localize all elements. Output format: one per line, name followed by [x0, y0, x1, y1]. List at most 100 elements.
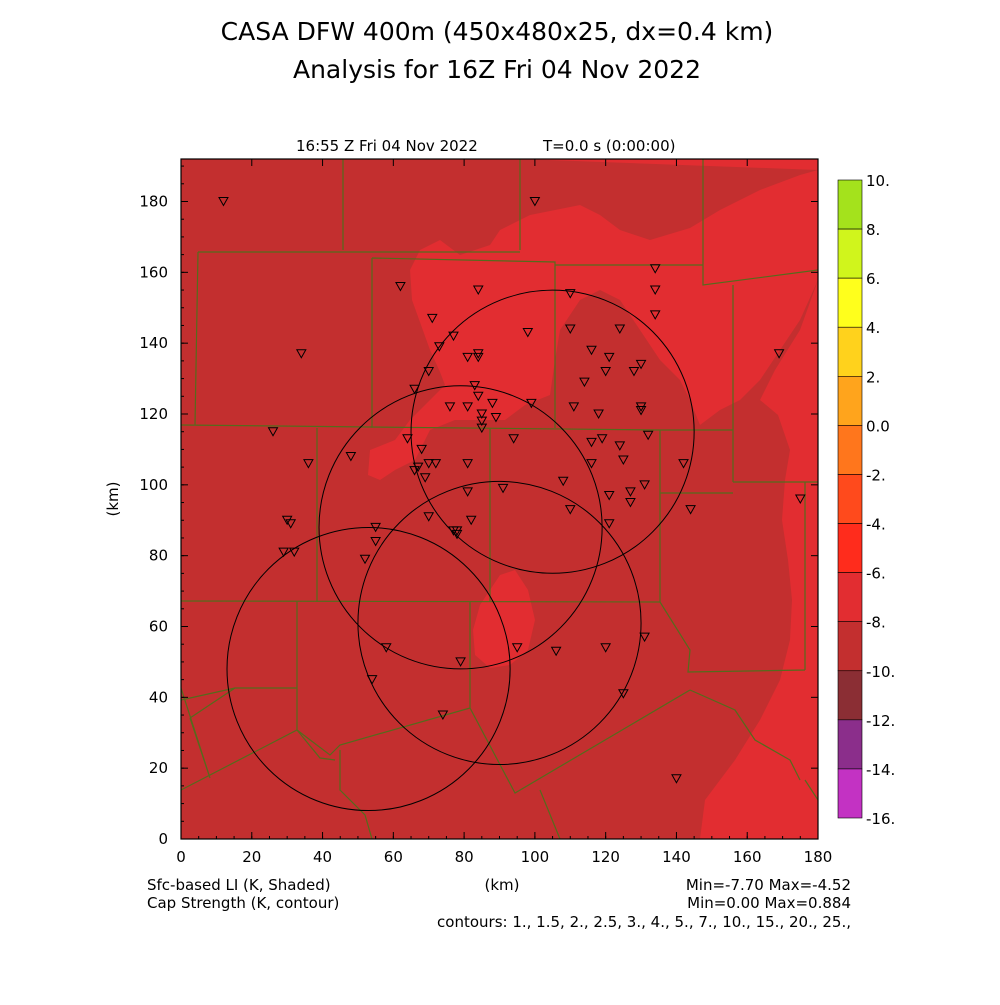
station-marker: [678, 459, 689, 469]
station-marker: [409, 384, 420, 395]
model-time: T=0.0 s (0:00:00): [542, 137, 675, 155]
x-tick-label: 140: [662, 848, 691, 866]
colorbar-label: -2.: [866, 466, 886, 484]
station-marker: [600, 643, 612, 653]
station-marker: [635, 402, 647, 412]
station-marker: [462, 459, 474, 469]
station-marker: [419, 473, 431, 483]
y-tick-label: 40: [149, 688, 168, 706]
y-tick-label: 80: [149, 547, 168, 565]
station-marker: [603, 352, 615, 363]
colorbar: 10. 8. 6. 4. 2. 0.0 -2. -4. -6. -8. -10. -12. -14. -1…: [837, 172, 895, 828]
y-tick-label: 100: [139, 476, 168, 494]
station-marker: [267, 427, 279, 437]
y-tick-label: 160: [139, 263, 168, 281]
station-marker: [593, 409, 604, 420]
station-marker: [380, 643, 392, 653]
station-marker: [278, 547, 289, 558]
station-marker: [433, 342, 445, 352]
contour-levels: contours: 1., 1.5, 2., 2.5, 3., 4., 5., …: [437, 913, 851, 931]
y-tick-label: 0: [158, 830, 168, 848]
station-marker: [649, 310, 661, 320]
x-tick-label: 160: [733, 848, 762, 866]
station-marker: [345, 452, 357, 462]
station-marker: [596, 434, 608, 444]
station-marker: [618, 455, 629, 466]
title-line-2: Analysis for 16Z Fri 04 Nov 2022: [293, 55, 701, 84]
station-marker: [497, 483, 509, 494]
colorbar-swatch: [837, 474, 863, 524]
shaded-field-label: Sfc-based LI (K, Shaded): [147, 876, 331, 894]
y-tick-label: 20: [149, 759, 168, 777]
contour-field-label: Cap Strength (K, contour): [147, 894, 339, 912]
station-marker: [564, 505, 576, 515]
station-marker: [586, 459, 597, 469]
station-marker: [625, 498, 636, 508]
station-marker: [511, 643, 523, 653]
station-marker: [462, 487, 474, 497]
li-lighter-region-east: [700, 280, 818, 839]
station-marker: [472, 391, 484, 402]
station-marker: [628, 367, 640, 377]
station-marker: [423, 459, 435, 469]
x-tick-label: 120: [591, 848, 620, 866]
valid-time: 16:55 Z Fri 04 Nov 2022: [296, 137, 478, 155]
colorbar-swatch: [837, 425, 863, 475]
colorbar-swatch: [837, 376, 863, 426]
shaded-minmax: Min=-7.70 Max=-4.52: [686, 876, 851, 894]
station-marker: [568, 402, 580, 412]
station-marker: [416, 444, 427, 455]
station-marker: [508, 434, 520, 444]
colorbar-label: -14.: [866, 761, 895, 779]
colorbar-swatch: [837, 719, 863, 770]
station-markers: [218, 197, 806, 784]
range-ring: [410, 289, 695, 574]
x-tick-label: 180: [804, 848, 833, 866]
colorbar-label: 2.: [866, 368, 880, 386]
station-marker: [476, 416, 488, 427]
colorbar-label: 6.: [866, 270, 880, 288]
y-tick-label: 180: [139, 193, 168, 211]
station-marker: [426, 313, 438, 324]
station-marker: [529, 197, 541, 207]
colorbar-swatch: [837, 179, 863, 230]
x-tick-label: 20: [242, 848, 261, 866]
colorbar-swatch: [837, 621, 863, 672]
station-marker: [625, 487, 636, 497]
station-marker: [288, 547, 300, 558]
y-axis-label: (km): [104, 481, 122, 516]
station-marker: [525, 398, 537, 409]
colorbar-swatch: [837, 228, 863, 279]
station-marker: [370, 522, 381, 533]
station-marker: [448, 331, 459, 342]
station-marker: [370, 537, 381, 547]
station-marker: [295, 349, 307, 359]
station-marker: [366, 675, 378, 685]
range-ring: [226, 526, 511, 812]
station-marker: [564, 289, 576, 299]
station-marker: [465, 515, 477, 526]
title-line-1: CASA DFW 400m (450x480x25, dx=0.4 km): [221, 17, 774, 46]
y-tick-label: 120: [139, 405, 168, 423]
station-marker: [642, 430, 654, 441]
x-axis-label: (km): [484, 876, 519, 894]
station-marker: [600, 367, 612, 377]
station-marker: [649, 285, 661, 296]
colorbar-label: -8.: [866, 614, 886, 632]
colorbar-label: -12.: [866, 712, 895, 730]
range-ring: [357, 480, 642, 766]
colorbar-swatch: [837, 572, 863, 622]
radar-range-rings: [226, 289, 695, 812]
li-lighter-region-north: [368, 159, 818, 480]
station-marker: [487, 398, 498, 409]
station-marker: [437, 710, 449, 721]
station-marker: [557, 476, 569, 487]
colorbar-label: 10.: [866, 172, 890, 190]
station-marker: [635, 359, 647, 370]
y-axis: 0 20 40 60 80 100 120 140 160 180: [139, 165, 818, 848]
colorbar-label: -16.: [866, 810, 895, 828]
station-marker: [490, 413, 502, 423]
station-marker: [395, 282, 406, 292]
colorbar-swatch: [837, 768, 863, 819]
